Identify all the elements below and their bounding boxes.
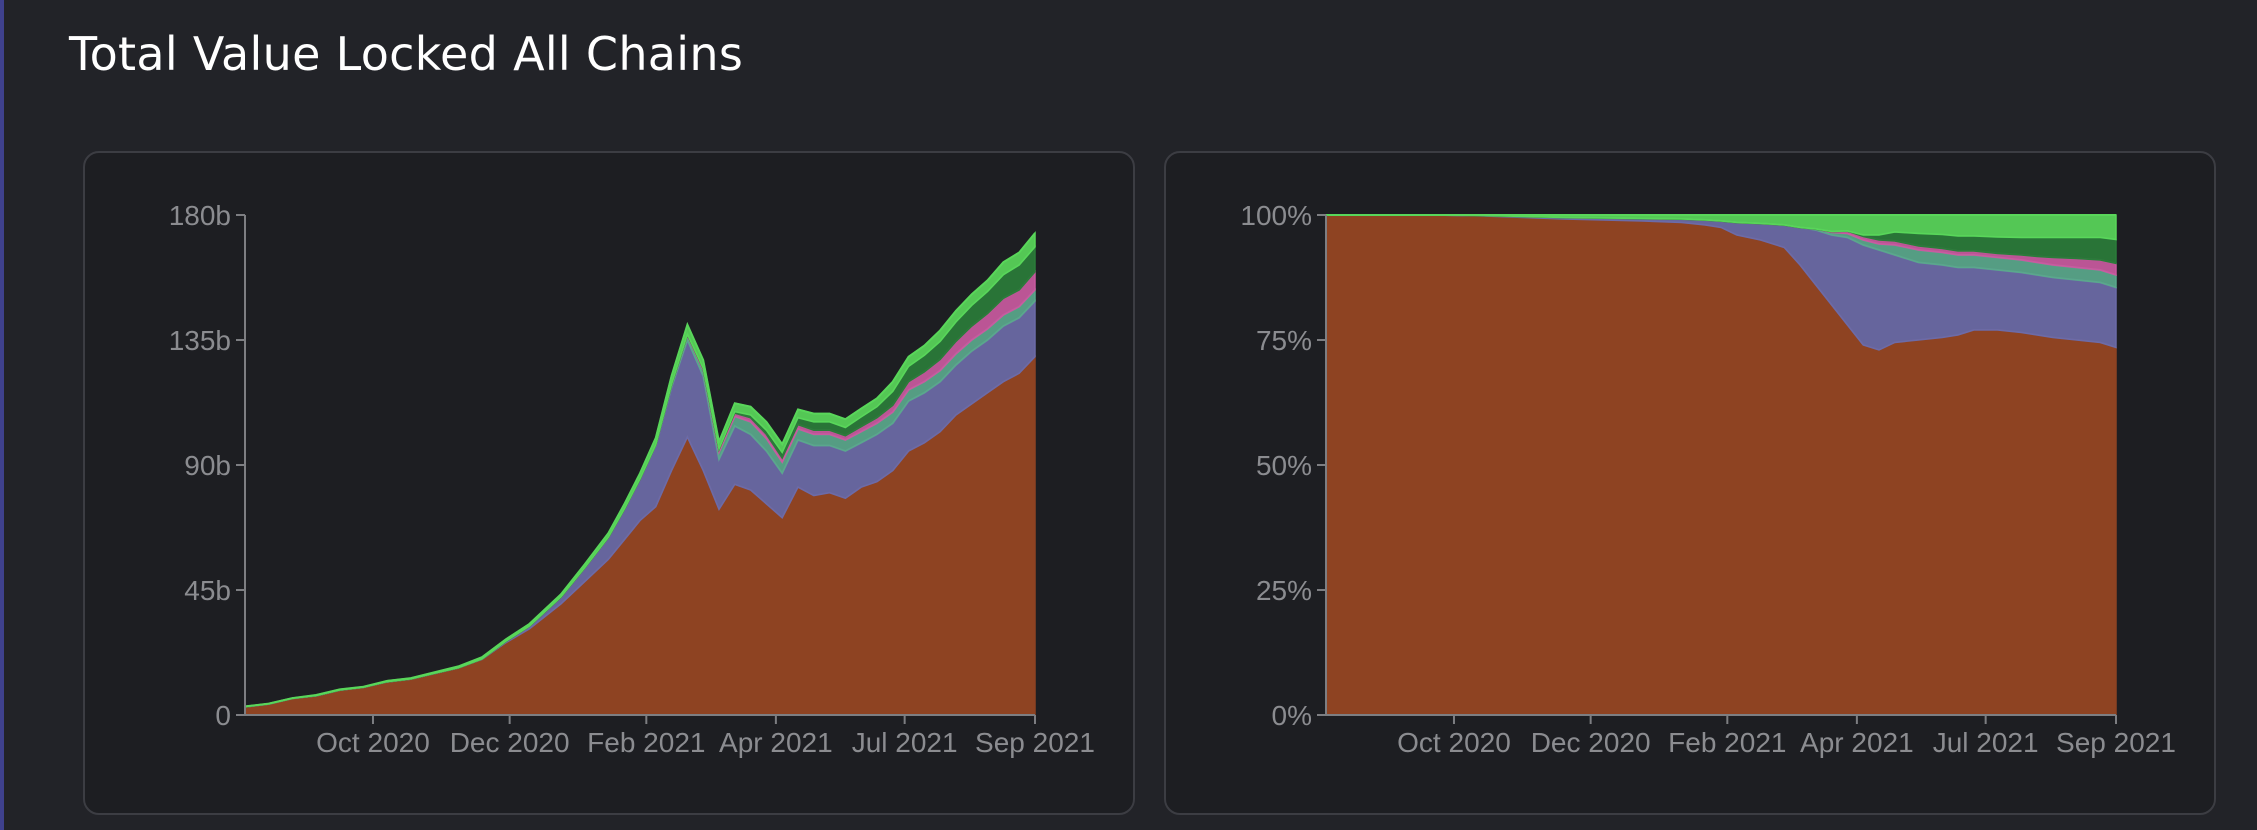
page-title: Total Value Locked All Chains xyxy=(69,27,744,81)
x-tick-label: Apr 2021 xyxy=(719,727,833,758)
x-tick-label: Feb 2021 xyxy=(1668,727,1786,758)
tvl-dominance-chart-panel: 0% 25% 50% 75% 100% Oct 2020 Dec 2020 Feb 2021 A… xyxy=(1164,151,2216,815)
tvl-absolute-chart-panel: 0 45b 90b 135b 180b Oct 2020 Dec 2020 Feb 2021 A… xyxy=(83,151,1135,815)
left-accent-bar xyxy=(0,0,4,830)
x-tick-label: Jul 2021 xyxy=(1933,727,2039,758)
x-tick-label: Dec 2020 xyxy=(450,727,570,758)
area-layer xyxy=(1325,214,2117,716)
x-tick-label: Sep 2021 xyxy=(2056,727,2176,758)
tvl-absolute-chart: 0 45b 90b 135b 180b Oct 2020 Dec 2020 Feb 2021 A… xyxy=(169,200,1095,758)
tvl-dominance-chart: 0% 25% 50% 75% 100% Oct 2020 Dec 2020 Feb 2021 A… xyxy=(1240,200,2176,758)
y-tick-label: 25% xyxy=(1256,575,1312,606)
x-tick-label: Dec 2020 xyxy=(1531,727,1651,758)
x-tick-label: Oct 2020 xyxy=(1397,727,1511,758)
x-tick-label: Oct 2020 xyxy=(316,727,430,758)
x-tick-label: Jul 2021 xyxy=(852,727,958,758)
x-tick-label: Sep 2021 xyxy=(975,727,1095,758)
y-tick-label: 100% xyxy=(1240,200,1312,231)
y-tick-label: 0 xyxy=(215,700,231,731)
y-tick-label: 135b xyxy=(169,325,231,356)
x-tick-label: Feb 2021 xyxy=(587,727,705,758)
y-tick-label: 45b xyxy=(184,575,231,606)
y-tick-label: 90b xyxy=(184,450,231,481)
series-line-other xyxy=(244,232,1036,708)
y-tick-label: 75% xyxy=(1256,325,1312,356)
x-tick-label: Apr 2021 xyxy=(1800,727,1914,758)
y-tick-label: 50% xyxy=(1256,450,1312,481)
area-layer xyxy=(244,230,1036,716)
y-tick-label: 0% xyxy=(1272,700,1312,731)
y-tick-label: 180b xyxy=(169,200,231,231)
